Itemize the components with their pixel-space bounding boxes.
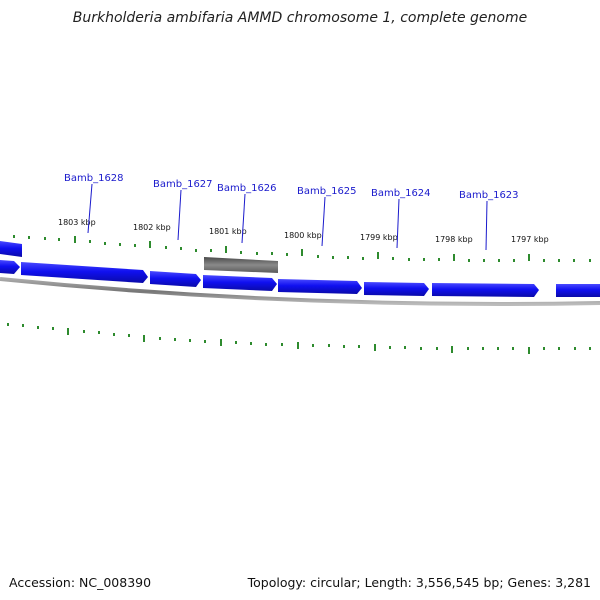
gene-track[interactable] [0,260,600,297]
gene-feature[interactable] [278,279,362,294]
gene-label-bamb-1627[interactable]: Bamb_1627 [153,179,213,190]
kbp-labels: 1803 kbp 1802 kbp 1801 kbp 1800 kbp 1799… [58,218,549,244]
genome-summary-text: Topology: circular; Length: 3,556,545 bp… [247,575,591,590]
gene-feature[interactable] [150,271,201,287]
chromosome-backbone [0,277,600,306]
kbp-label: 1803 kbp [58,218,96,227]
gene-label-bamb-1626[interactable]: Bamb_1626 [217,183,277,194]
gene-feature[interactable] [21,262,148,283]
gene-feature[interactable] [432,283,539,297]
gene-feature[interactable] [203,275,277,291]
kbp-label: 1797 kbp [511,235,549,244]
map-title: Burkholderia ambifaria AMMD chromosome 1… [72,10,528,26]
gene-feature[interactable] [0,260,20,274]
gene-feature[interactable] [556,284,600,297]
kbp-label: 1801 kbp [209,227,247,236]
gene-labels[interactable]: Bamb_1628 Bamb_1627 Bamb_1626 Bamb_1625 … [64,173,519,201]
kbp-label: 1798 kbp [435,235,473,244]
selected-gene-feature[interactable] [204,257,278,273]
gene-label-bamb-1623[interactable]: Bamb_1623 [459,190,519,201]
kbp-label: 1799 kbp [360,233,398,242]
kbp-label: 1800 kbp [284,231,322,240]
kbp-label: 1802 kbp [133,223,171,232]
gene-label-leaders [87,183,488,251]
inner-tick-ring [7,323,591,354]
gene-feature[interactable] [364,282,429,296]
accession-text: Accession: NC_008390 [9,575,152,590]
outer-tick-ring [13,235,591,262]
gene-label-bamb-1625[interactable]: Bamb_1625 [297,186,357,197]
gene-label-bamb-1628[interactable]: Bamb_1628 [64,173,124,184]
gene-label-bamb-1624[interactable]: Bamb_1624 [371,188,431,199]
gene-feature[interactable] [0,241,22,257]
